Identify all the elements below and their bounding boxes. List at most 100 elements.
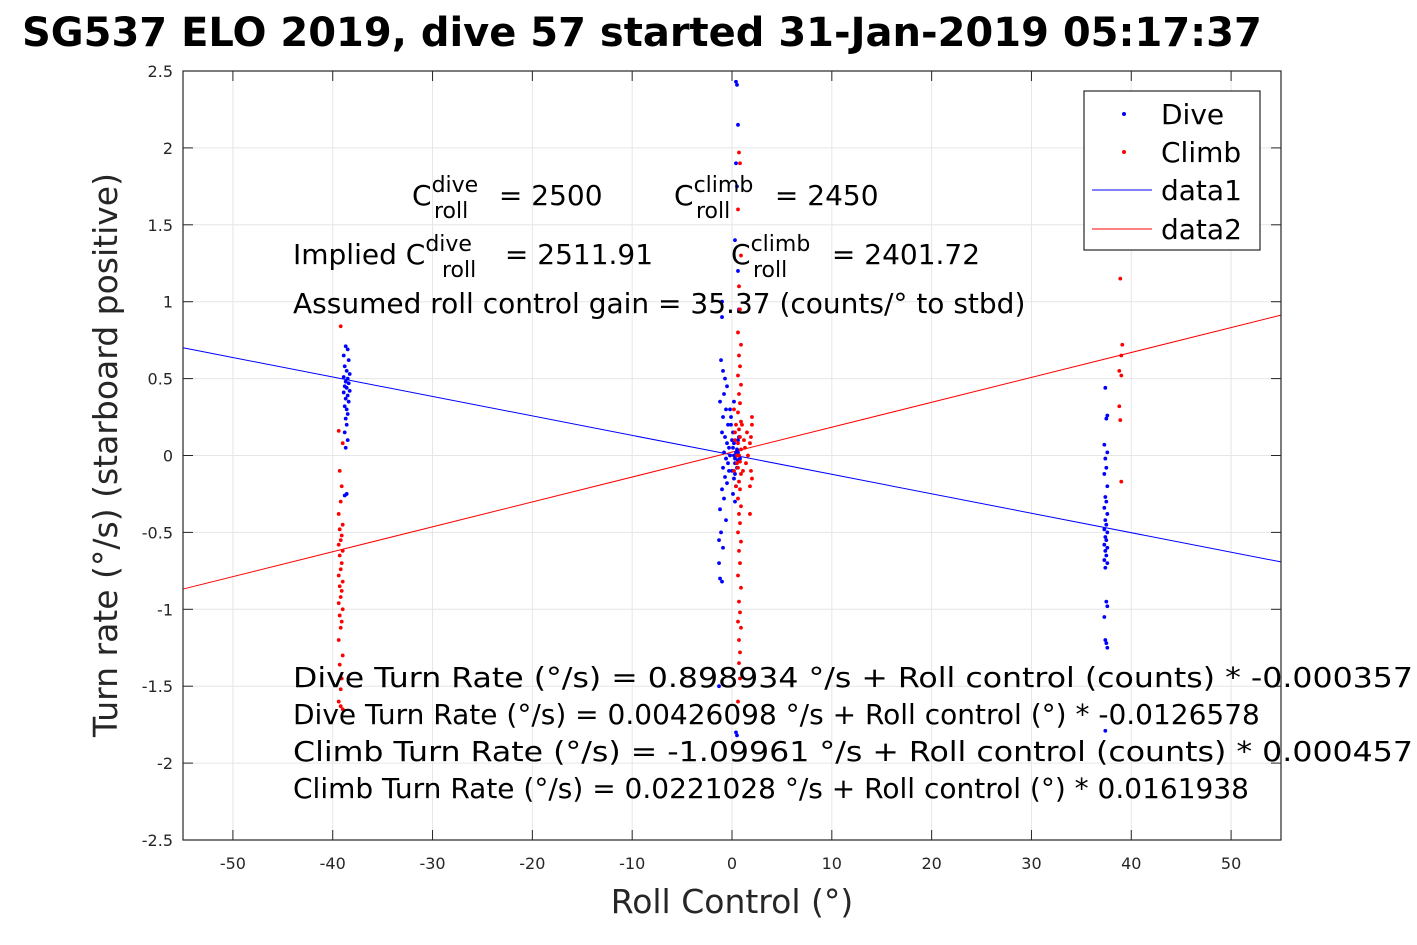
point-dive — [1103, 518, 1108, 522]
point-dive — [1103, 565, 1108, 570]
point-dive — [729, 415, 733, 419]
point-dive — [734, 161, 738, 166]
point-dive — [346, 381, 351, 386]
y-tick-label: 1.5 — [148, 216, 173, 235]
point-climb — [737, 638, 741, 642]
point-dive — [734, 730, 738, 735]
annotation-eq-2: Dive Turn Rate (°/s) = 0.00426098 °/s + … — [293, 698, 1260, 731]
point-climb — [736, 373, 740, 378]
legend-label-data2: data2 — [1161, 213, 1242, 246]
point-climb — [739, 382, 743, 387]
point-climb — [738, 401, 742, 406]
point-climb — [737, 548, 741, 553]
point-dive — [1104, 522, 1109, 527]
point-climb — [338, 625, 343, 630]
point-dive — [733, 238, 737, 243]
point-dive — [732, 476, 736, 481]
point-dive — [723, 435, 727, 439]
point-dive — [1103, 638, 1108, 642]
annotation-eq-4: Climb Turn Rate (°/s) = 0.0221028 °/s + … — [293, 772, 1249, 805]
point-climb — [737, 392, 741, 396]
point-climb — [338, 595, 343, 599]
annotation-c-dive-tail: = 2500 — [490, 179, 603, 212]
legend-marker-dive — [1122, 112, 1126, 116]
point-dive — [727, 468, 731, 473]
point-climb — [748, 512, 752, 516]
ticks: -50 -40 -30 -20 -10 0 10 20 30 40 50 2.5 2 1.5 1 0.5 0 -0… — [142, 62, 1281, 873]
point-climb — [340, 653, 345, 658]
point-dive — [1104, 499, 1109, 504]
annotation-c-climb-tail: = 2450 — [766, 179, 879, 212]
point-climb — [338, 324, 343, 329]
point-dive — [1103, 728, 1108, 733]
point-dive — [733, 499, 737, 504]
point-dive — [727, 445, 731, 450]
x-tick-label: 0 — [727, 854, 737, 873]
point-dive — [736, 450, 740, 455]
point-climb — [742, 438, 746, 443]
point-climb — [745, 430, 749, 435]
point-climb — [336, 428, 341, 433]
point-dive — [341, 375, 346, 379]
point-climb — [739, 253, 743, 258]
point-climb — [337, 468, 342, 473]
point-climb — [736, 330, 740, 335]
legend: Dive Climb data1 data2 — [1083, 90, 1261, 251]
annotation-implied-dive-prefix: Implied C — [293, 238, 425, 271]
point-dive — [734, 79, 738, 84]
point-dive — [735, 82, 739, 87]
point-climb — [1118, 276, 1123, 281]
point-dive — [736, 269, 740, 273]
x-tick-label: 10 — [822, 854, 842, 873]
point-climb — [339, 533, 344, 538]
point-dive — [1102, 542, 1107, 547]
annotation-implied-climb-tail: = 2401.72 — [823, 238, 980, 271]
point-climb — [739, 472, 743, 476]
legend-label-climb: Climb — [1161, 136, 1241, 169]
point-dive — [1102, 527, 1107, 532]
point-climb — [338, 538, 343, 542]
y-tick-label: 0 — [163, 447, 173, 466]
point-climb — [339, 676, 344, 681]
y-tick-label: 0.5 — [148, 370, 173, 389]
point-dive — [342, 430, 347, 435]
point-dive — [343, 445, 348, 450]
point-climb — [337, 527, 342, 532]
x-tick-label: 20 — [921, 854, 941, 873]
point-dive — [345, 376, 350, 381]
y-tick-label: 2.5 — [148, 62, 173, 81]
point-dive — [344, 422, 349, 427]
point-dive — [724, 518, 728, 522]
point-dive — [1103, 385, 1108, 390]
x-tick-label: -50 — [220, 854, 246, 873]
y-tick-label: 1 — [163, 293, 173, 312]
point-climb — [337, 613, 342, 618]
point-climb — [336, 601, 341, 606]
point-dive — [728, 407, 732, 412]
point-dive — [1105, 561, 1110, 566]
point-dive — [1105, 413, 1110, 418]
y-tick-label: -1.5 — [142, 677, 173, 696]
point-climb — [736, 619, 740, 624]
point-climb — [738, 487, 742, 492]
point-climb — [337, 553, 342, 558]
point-dive — [732, 399, 736, 404]
point-climb — [338, 704, 343, 709]
point-climb — [750, 476, 754, 481]
point-climb — [736, 207, 740, 212]
point-dive — [729, 422, 733, 427]
point-dive — [722, 496, 726, 501]
point-dive — [723, 475, 727, 479]
point-climb — [739, 625, 743, 630]
point-climb — [336, 699, 341, 704]
x-tick-label: -10 — [619, 854, 645, 873]
point-climb — [735, 453, 739, 458]
point-dive — [1103, 456, 1108, 461]
point-dive — [722, 392, 726, 396]
point-climb — [338, 687, 343, 692]
point-climb — [736, 410, 740, 415]
point-dive — [717, 561, 721, 566]
x-tick-label: 30 — [1021, 854, 1041, 873]
point-dive — [735, 733, 739, 738]
point-climb — [736, 441, 740, 446]
